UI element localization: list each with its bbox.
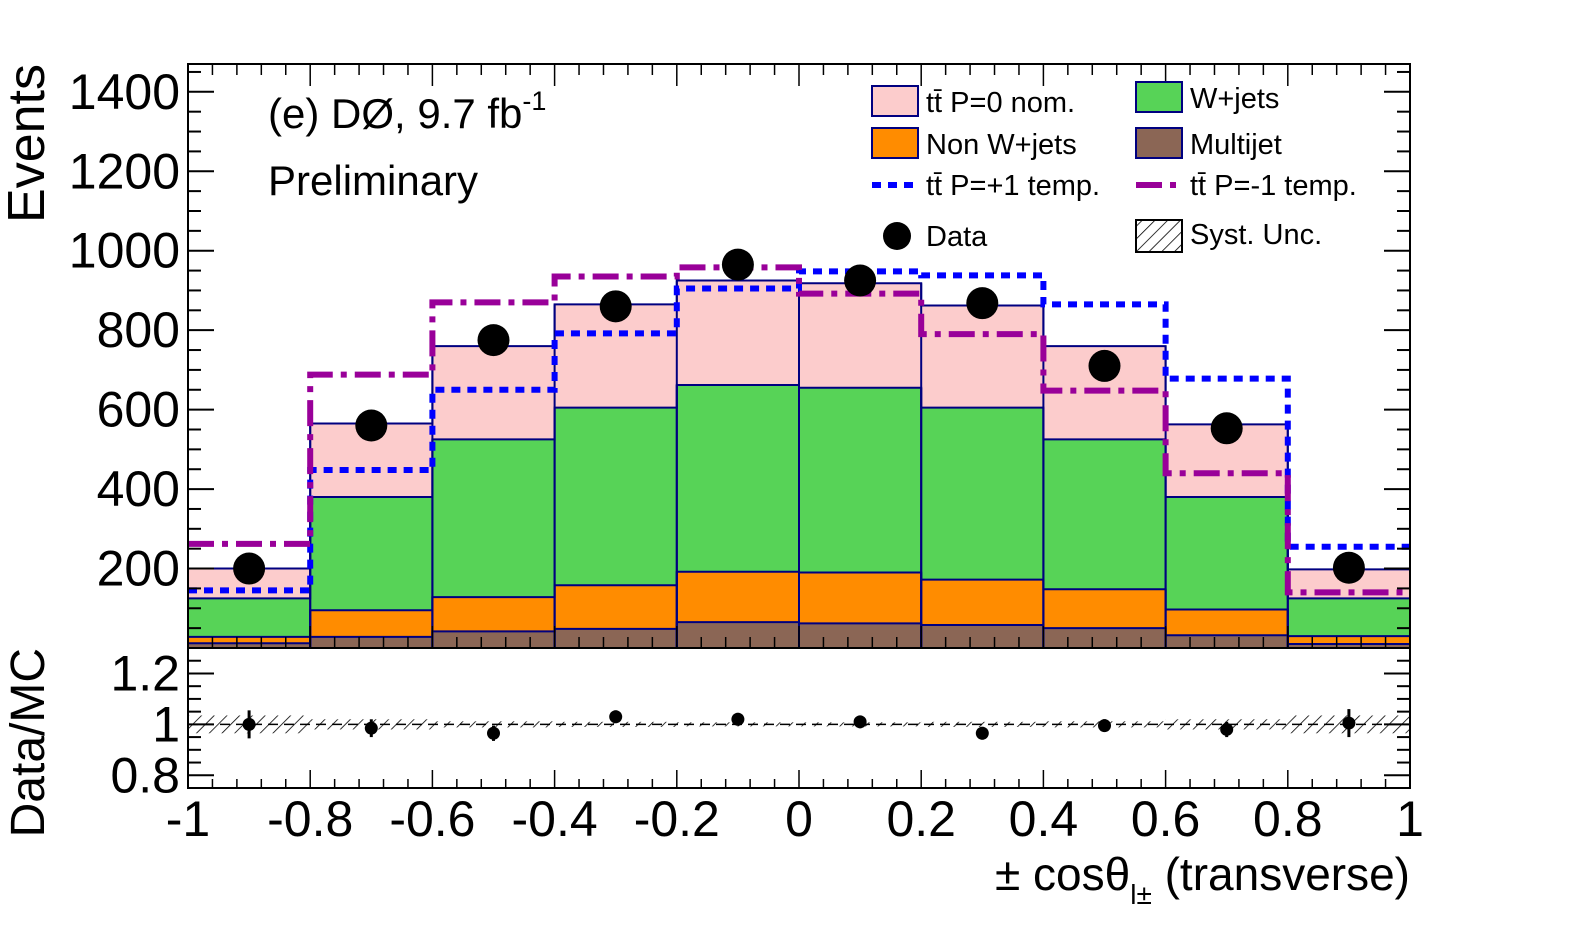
data-point-6	[966, 287, 999, 320]
legend-label-nonw: Non W+jets	[926, 129, 1077, 161]
legend-swatch-syst	[1135, 219, 1183, 253]
x-tick-label: -1	[166, 791, 210, 847]
data-point-7	[1088, 349, 1121, 382]
bar-multijet-8	[1165, 635, 1288, 648]
ratio-point-5	[853, 715, 867, 729]
legend-swatch-data	[883, 222, 911, 250]
ratio-ytick-label: 1.2	[110, 645, 180, 701]
annotation-line2: Preliminary	[268, 157, 478, 204]
ratio-point-2	[487, 726, 500, 740]
legend-swatch-wjets	[1135, 81, 1183, 113]
x-tick-label: 0	[785, 791, 813, 847]
top-ytick-label: 1000	[69, 223, 180, 279]
ratio-ylabel: Data/MC	[2, 648, 55, 837]
ratio-point-9	[1342, 716, 1356, 730]
x-tick-label: -0.4	[512, 791, 598, 847]
data-point-4	[721, 248, 754, 281]
x-tick-label: 1	[1396, 791, 1424, 847]
ratio-point-8	[1220, 722, 1234, 736]
x-axis-label-sub: l±	[1130, 879, 1152, 910]
x-tick-label: -0.8	[267, 791, 353, 847]
x-axis-label-main: ± cosθ	[995, 848, 1130, 900]
ratio-ytick-label: 0.8	[110, 747, 180, 803]
axes-frames	[187, 63, 1411, 789]
x-tick-label: 0.4	[1009, 791, 1079, 847]
bar-multijet-3	[554, 628, 677, 648]
x-tick-label: 0.8	[1253, 791, 1323, 847]
annotation-line1-sup: -1	[522, 86, 546, 116]
data-point-0	[233, 552, 266, 585]
top-plot-area	[188, 264, 1410, 648]
x-tick-label: -0.6	[389, 791, 475, 847]
legend-label-nominal: tt̄ P=0 nom.	[926, 87, 1075, 119]
ratio-point-4	[731, 712, 745, 726]
top-ylabel: Events	[0, 64, 56, 223]
template-minus-line	[188, 264, 1410, 596]
legend-swatch-nonw	[871, 127, 919, 159]
legend-label-data: Data	[926, 221, 988, 253]
bar-multijet-1	[310, 636, 433, 648]
data-point-1	[355, 409, 388, 442]
top-ytick-label: 1200	[69, 143, 180, 199]
syst-band-3	[554, 721, 677, 727]
top-ytick-label: 400	[97, 461, 180, 517]
x-tick-label: 0.2	[886, 791, 956, 847]
ratio-point-6	[975, 726, 989, 740]
x-tick-label: 0.6	[1131, 791, 1201, 847]
annotation-line1-main: (e) DØ, 9.7 fb	[268, 90, 522, 137]
ratio-panel	[188, 709, 1410, 741]
legend-swatch-multijet	[1135, 127, 1183, 159]
data-point-2	[477, 324, 510, 357]
legend-label-wjets: W+jets	[1190, 83, 1279, 115]
legend-label-plus: tt̄ P=+1 temp.	[926, 170, 1100, 202]
bar-multijet-7	[1043, 628, 1166, 648]
bar-multijet-2	[432, 631, 555, 648]
bar-multijet-5	[799, 623, 922, 648]
bar-non-w-jets-9	[1287, 636, 1410, 648]
x-axis-label-suffix: (transverse)	[1152, 848, 1410, 900]
legend-label-minus: tt̄ P=-1 temp.	[1190, 170, 1357, 202]
bar-multijet-6	[921, 624, 1044, 648]
x-tick-label: -0.2	[634, 791, 720, 847]
data-point-9	[1332, 551, 1365, 584]
top-ytick-label: 600	[97, 382, 180, 438]
top-ytick-label: 800	[97, 302, 180, 358]
data-point-5	[844, 264, 877, 297]
legend-label-syst: Syst. Unc.	[1190, 219, 1322, 251]
top-ytick-label: 200	[97, 541, 180, 597]
data-point-3	[599, 290, 632, 323]
top-ytick-label: 1400	[69, 64, 180, 120]
legend-swatch-nominal	[871, 85, 919, 117]
syst-band-6	[921, 721, 1044, 727]
top-panel	[188, 248, 1410, 648]
legend: tt̄ P=0 nom. W+jets Non W+jets Multijet tt̄ …	[871, 81, 1357, 253]
legend-label-multijet: Multijet	[1190, 129, 1282, 161]
ratio-point-0	[242, 717, 256, 731]
bar-multijet-0	[188, 643, 311, 648]
annotation-line1: (e) DØ, 9.7 fb-1	[268, 86, 546, 137]
ratio-point-3	[609, 710, 623, 724]
bar-multijet-9	[1287, 644, 1410, 648]
x-axis-label: ± cosθl± (transverse)	[995, 848, 1410, 910]
bar-multijet-4	[676, 622, 799, 648]
ratio-point-7	[1098, 719, 1111, 733]
ratio-point-1	[364, 721, 378, 735]
ratio-frame	[187, 647, 1411, 789]
data-point-8	[1210, 412, 1243, 445]
ratio-ytick-label: 1	[152, 696, 180, 752]
